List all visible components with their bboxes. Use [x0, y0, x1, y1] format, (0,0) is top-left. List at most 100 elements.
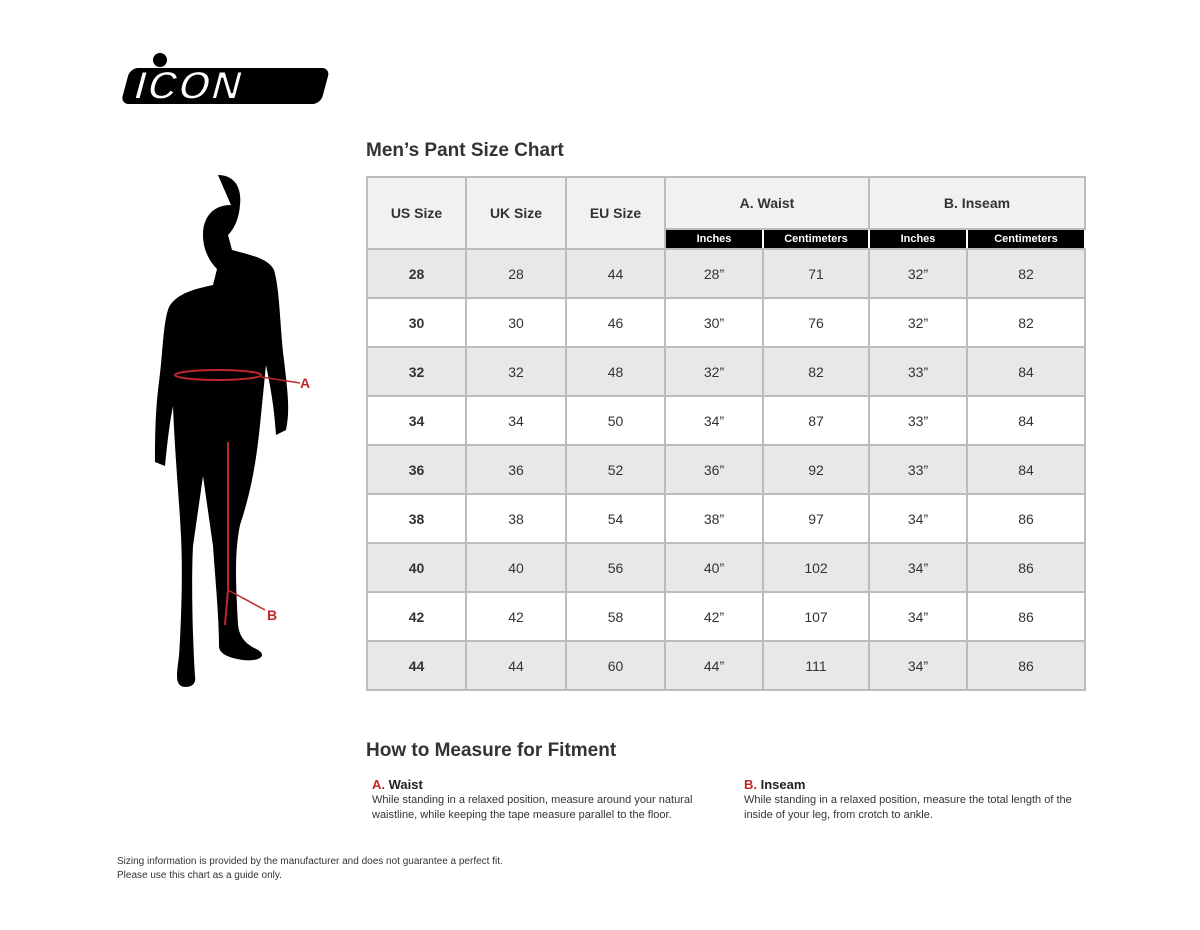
svg-text:ICON: ICON: [130, 63, 250, 108]
cell-waist-inches: 28”: [664, 248, 764, 299]
waist-text: While standing in a relaxed position, me…: [372, 794, 693, 821]
cell-inseam-inches: 32”: [868, 248, 968, 299]
cell-uk-size: 44: [465, 640, 567, 691]
table-row: 32 32 48 32” 82 33” 84: [366, 346, 1086, 397]
disclaimer-line-2: Please use this chart as a guide only.: [117, 870, 282, 881]
inseam-instructions: B. Inseam While standing in a relaxed po…: [744, 777, 1084, 823]
inseam-letter: B.: [744, 777, 757, 792]
table-row: 44 44 60 44” 111 34” 86: [366, 640, 1086, 691]
cell-waist-cm: 107: [762, 591, 870, 642]
cell-waist-inches: 42”: [664, 591, 764, 642]
cell-inseam-cm: 82: [966, 248, 1086, 299]
cell-us-size: 44: [366, 640, 467, 691]
cell-uk-size: 38: [465, 493, 567, 544]
cell-waist-cm: 87: [762, 395, 870, 446]
cell-eu-size: 46: [565, 297, 666, 348]
cell-us-size: 30: [366, 297, 467, 348]
waist-name: Waist: [388, 777, 423, 792]
cell-us-size: 38: [366, 493, 467, 544]
cell-uk-size: 30: [465, 297, 567, 348]
table-row: 28 28 44 28” 71 32” 82: [366, 248, 1086, 299]
cell-inseam-inches: 33”: [868, 346, 968, 397]
inseam-text: While standing in a relaxed position, me…: [744, 794, 1072, 821]
table-row: 38 38 54 38” 97 34” 86: [366, 493, 1086, 544]
cell-inseam-cm: 84: [966, 444, 1086, 495]
cell-inseam-inches: 32”: [868, 297, 968, 348]
cell-uk-size: 40: [465, 542, 567, 593]
cell-waist-cm: 71: [762, 248, 870, 299]
cell-inseam-cm: 86: [966, 542, 1086, 593]
size-table: US Size UK Size EU Size A. Waist B. Inse…: [366, 176, 1086, 691]
cell-inseam-inches: 33”: [868, 395, 968, 446]
header-inseam-inches: Inches: [868, 228, 968, 250]
cell-waist-cm: 92: [762, 444, 870, 495]
cell-eu-size: 48: [565, 346, 666, 397]
waist-instructions: A. Waist While standing in a relaxed pos…: [372, 777, 712, 823]
cell-inseam-inches: 34”: [868, 542, 968, 593]
cell-us-size: 32: [366, 346, 467, 397]
cell-inseam-inches: 33”: [868, 444, 968, 495]
cell-inseam-cm: 84: [966, 346, 1086, 397]
header-inseam-cm: Centimeters: [966, 228, 1086, 250]
cell-waist-inches: 30”: [664, 297, 764, 348]
label-a: A: [300, 375, 311, 391]
cell-eu-size: 44: [565, 248, 666, 299]
cell-inseam-cm: 86: [966, 591, 1086, 642]
cell-us-size: 40: [366, 542, 467, 593]
header-waist-inches: Inches: [664, 228, 764, 250]
cell-waist-cm: 102: [762, 542, 870, 593]
icon-logo: ICON: [122, 53, 329, 109]
waist-letter: A.: [372, 777, 385, 792]
cell-uk-size: 34: [465, 395, 567, 446]
cell-inseam-cm: 82: [966, 297, 1086, 348]
cell-waist-inches: 40”: [664, 542, 764, 593]
table-row: 40 40 56 40” 102 34” 86: [366, 542, 1086, 593]
body-silhouette: [155, 175, 300, 687]
cell-waist-cm: 82: [762, 346, 870, 397]
header-waist-cm: Centimeters: [762, 228, 870, 250]
table-row: 36 36 52 36” 92 33” 84: [366, 444, 1086, 495]
header-us-size: US Size: [366, 176, 467, 250]
cell-us-size: 28: [366, 248, 467, 299]
header-uk-size: UK Size: [465, 176, 567, 250]
table-row: 30 30 46 30” 76 32” 82: [366, 297, 1086, 348]
cell-eu-size: 58: [565, 591, 666, 642]
page-title: Men’s Pant Size Chart: [366, 140, 564, 161]
cell-eu-size: 52: [565, 444, 666, 495]
cell-us-size: 42: [366, 591, 467, 642]
cell-inseam-cm: 86: [966, 640, 1086, 691]
cell-uk-size: 42: [465, 591, 567, 642]
cell-waist-inches: 36”: [664, 444, 764, 495]
disclaimer-line-1: Sizing information is provided by the ma…: [117, 856, 503, 867]
cell-inseam-cm: 84: [966, 395, 1086, 446]
cell-uk-size: 36: [465, 444, 567, 495]
cell-us-size: 34: [366, 395, 467, 446]
cell-waist-cm: 111: [762, 640, 870, 691]
cell-inseam-inches: 34”: [868, 493, 968, 544]
cell-inseam-inches: 34”: [868, 591, 968, 642]
cell-waist-inches: 34”: [664, 395, 764, 446]
disclaimer: Sizing information is provided by the ma…: [117, 855, 503, 883]
inseam-name: Inseam: [760, 777, 806, 792]
table-row: 34 34 50 34” 87 33” 84: [366, 395, 1086, 446]
cell-inseam-inches: 34”: [868, 640, 968, 691]
cell-waist-cm: 76: [762, 297, 870, 348]
cell-eu-size: 54: [565, 493, 666, 544]
cell-waist-inches: 32”: [664, 346, 764, 397]
cell-uk-size: 28: [465, 248, 567, 299]
cell-waist-inches: 44”: [664, 640, 764, 691]
cell-eu-size: 50: [565, 395, 666, 446]
cell-eu-size: 56: [565, 542, 666, 593]
table-row: 42 42 58 42” 107 34” 86: [366, 591, 1086, 642]
measure-title: How to Measure for Fitment: [366, 740, 617, 761]
header-inseam: B. Inseam: [868, 176, 1086, 230]
cell-waist-inches: 38”: [664, 493, 764, 544]
header-eu-size: EU Size: [565, 176, 666, 250]
label-b: B: [267, 607, 278, 623]
cell-inseam-cm: 86: [966, 493, 1086, 544]
cell-us-size: 36: [366, 444, 467, 495]
cell-eu-size: 60: [565, 640, 666, 691]
cell-waist-cm: 97: [762, 493, 870, 544]
cell-uk-size: 32: [465, 346, 567, 397]
header-waist: A. Waist: [664, 176, 870, 230]
